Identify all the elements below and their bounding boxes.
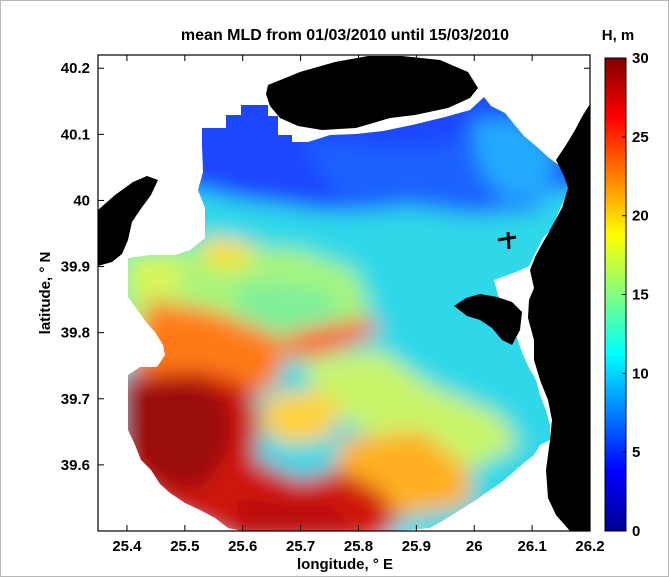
colorbar-tick-label: 0 (632, 523, 640, 540)
x-tick-label: 25.6 (228, 538, 257, 555)
x-tick-label: 26.1 (518, 538, 547, 555)
y-axis-label: latitude, ° N (37, 252, 54, 335)
land-west (98, 176, 158, 266)
island-marker (497, 231, 517, 250)
x-tick-label: 26.2 (575, 538, 604, 555)
colorbar-label: H, m (602, 27, 635, 44)
colorbar-tick-label: 25 (632, 129, 649, 146)
land-east (528, 104, 590, 531)
axes-frame (97, 54, 591, 532)
y-tick-label: 39.7 (61, 391, 90, 408)
x-tick-label: 25.7 (286, 538, 315, 555)
colorbar-tick-label: 30 (632, 50, 649, 67)
x-tick-label: 25.5 (170, 538, 199, 555)
x-tick-label: 25.8 (344, 538, 373, 555)
y-tick-label: 39.6 (61, 457, 90, 474)
y-tick-label: 40.1 (61, 126, 90, 143)
land-masses (98, 56, 590, 531)
y-axis-ticks: 39.6 39.7 39.8 39.9 40 40.1 40.2 (61, 60, 590, 474)
colorbar-tick-label: 10 (632, 365, 649, 382)
x-tick-label: 26 (466, 538, 483, 555)
y-tick-label: 40 (73, 192, 90, 209)
colorbar-tick-label: 15 (632, 287, 649, 304)
x-axis-ticks: 25.4 25.5 25.6 25.7 25.8 25.9 26 26.1 26.2 (112, 55, 605, 555)
y-tick-label: 39.9 (61, 259, 90, 276)
y-tick-label: 39.8 (61, 325, 90, 342)
chart-title: mean MLD from 01/03/2010 until 15/03/201… (181, 27, 509, 44)
x-tick-label: 25.4 (112, 538, 142, 555)
island-north (266, 56, 478, 130)
x-tick-label: 25.9 (402, 538, 431, 555)
y-tick-label: 40.2 (61, 60, 90, 77)
colorbar-ticks: 0 5 10 15 20 25 30 (622, 50, 649, 540)
colorbar-tick-label: 5 (632, 444, 640, 461)
x-axis-label: longitude, ° E (297, 556, 393, 573)
island-east (454, 294, 522, 345)
colorbar-tick-label: 20 (632, 208, 649, 225)
